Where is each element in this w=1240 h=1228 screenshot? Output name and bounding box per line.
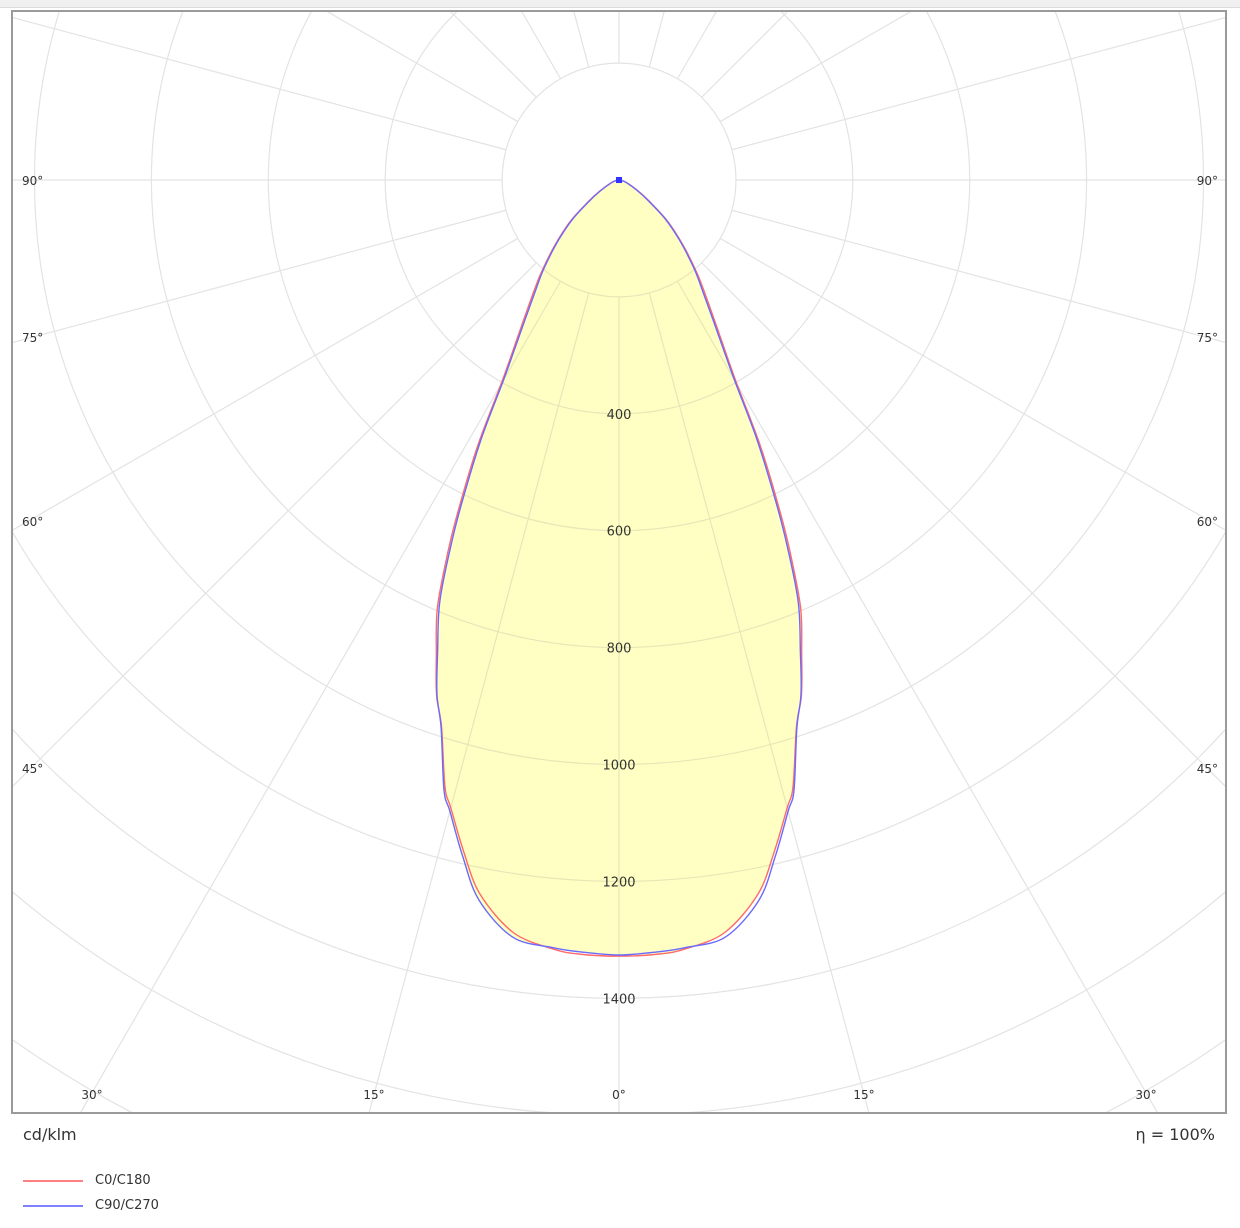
angle-label-right: 45° [1197, 762, 1218, 776]
axis-labels: 400 600 800 1000 1200 1400 90° 75° 60° 45° 90° 75° 6… [22, 174, 1218, 1102]
angle-label-right: 75° [1197, 331, 1218, 345]
radial-tick-label: 1000 [602, 759, 635, 774]
angle-label-left: 60° [22, 515, 43, 529]
angle-label-right: 90° [1197, 174, 1218, 188]
angle-label-left: 90° [22, 174, 43, 188]
legend: C0/C180 C90/C270 [23, 1168, 159, 1218]
angle-label-left: 45° [22, 762, 43, 776]
angle-label-bottom: 30° [1135, 1088, 1156, 1102]
radial-tick-label: 1400 [602, 992, 635, 1007]
radial-tick-label: 1200 [602, 875, 635, 890]
unit-label: cd/klm [23, 1125, 77, 1144]
legend-item-c0-c180: C0/C180 [23, 1168, 159, 1193]
legend-item-c90-c270: C90/C270 [23, 1193, 159, 1218]
angle-label-bottom: 15° [853, 1088, 874, 1102]
chart-frame [11, 10, 1227, 1114]
top-bar [0, 0, 1240, 8]
angle-label-bottom: 15° [363, 1088, 384, 1102]
legend-line-red-icon [23, 1179, 83, 1182]
radial-tick-label: 800 [607, 642, 632, 657]
angle-label-right: 60° [1197, 515, 1218, 529]
legend-label: C90/C270 [95, 1198, 159, 1213]
angle-label-bottom: 0° [612, 1088, 626, 1102]
legend-label: C0/C180 [95, 1173, 151, 1188]
angle-label-left: 75° [22, 331, 43, 345]
efficiency-label: η = 100% [1135, 1125, 1215, 1144]
radial-tick-label: 400 [607, 408, 632, 423]
legend-line-blue-icon [23, 1204, 83, 1207]
curve-c0-c180 [435, 179, 803, 957]
curve-c90-c270 [436, 179, 802, 956]
angle-label-bottom: 30° [81, 1088, 102, 1102]
radial-tick-label: 600 [607, 525, 632, 540]
origin-marker [616, 177, 622, 183]
